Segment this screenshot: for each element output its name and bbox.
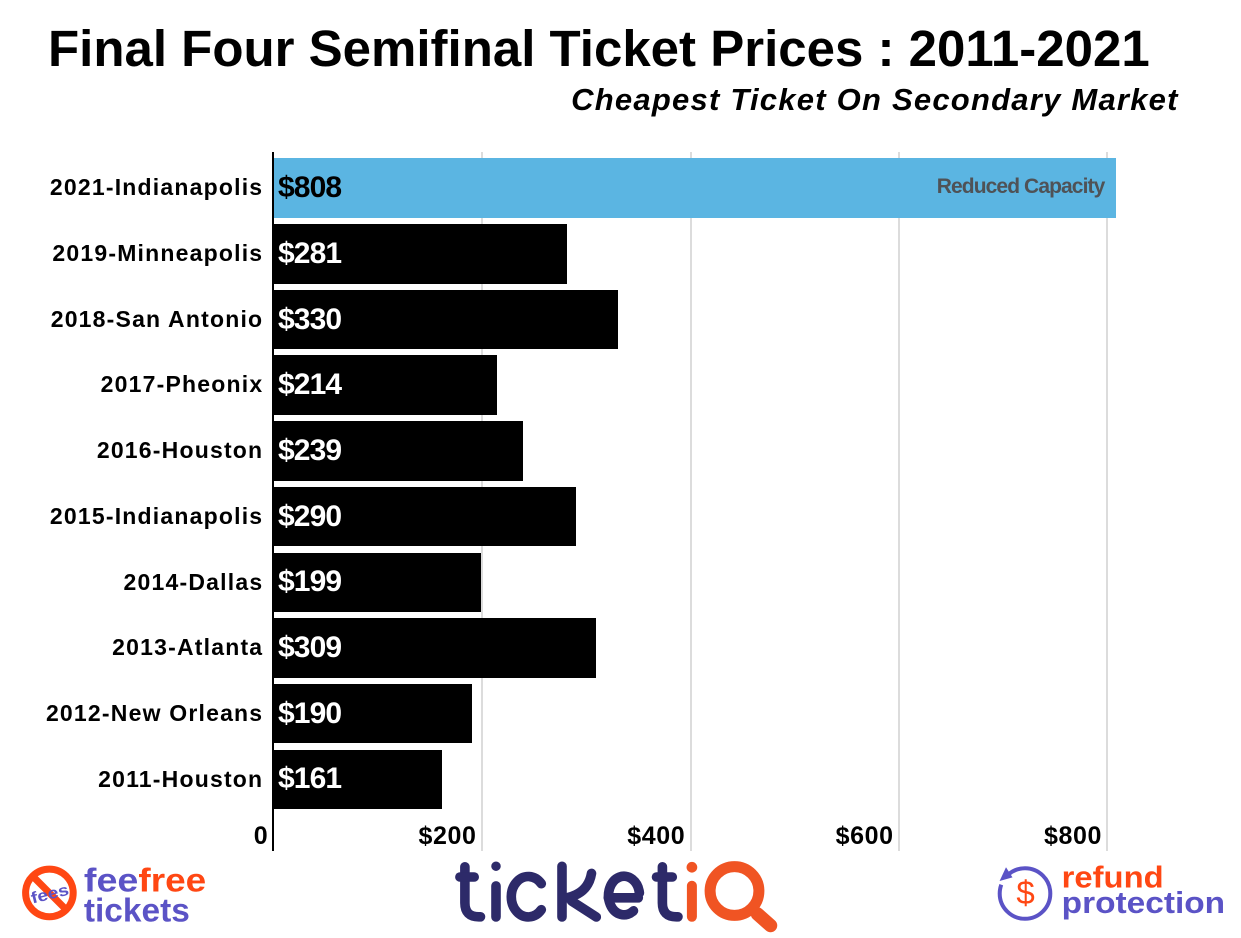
svg-text:$: $ bbox=[1016, 874, 1034, 911]
svg-text:fee: fee bbox=[84, 862, 138, 899]
svg-text:free: free bbox=[138, 862, 206, 899]
svg-text:refund: refund bbox=[1062, 859, 1164, 894]
svg-text:protection: protection bbox=[1062, 885, 1225, 920]
svg-text:tickets: tickets bbox=[84, 891, 190, 928]
